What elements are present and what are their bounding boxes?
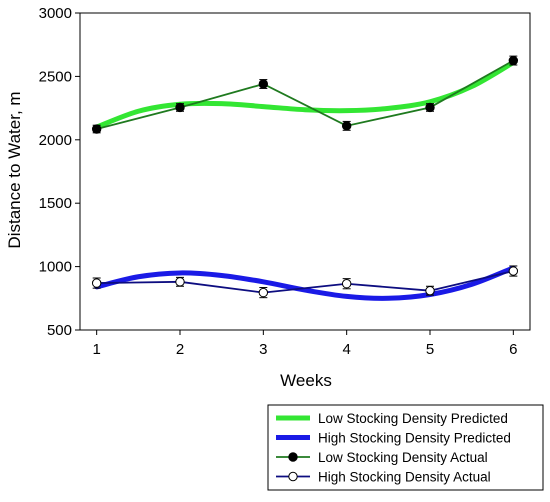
series-1 xyxy=(94,265,516,301)
y-tick-label: 2500 xyxy=(39,68,72,85)
data-point xyxy=(341,121,352,131)
x-tick-label: 4 xyxy=(342,341,350,358)
data-point xyxy=(258,79,269,89)
series-line xyxy=(94,59,516,130)
legend-label: Low Stocking Density Predicted xyxy=(318,411,508,426)
legend: Low Stocking Density Predicted High Stock… xyxy=(267,404,544,491)
axis-layer: 500 1000 1500 2000 2500 3000 1 2 3 4 5 6 xyxy=(39,5,531,358)
x-tick-label: 2 xyxy=(176,341,184,358)
series-2 xyxy=(91,55,519,134)
y-tick-label: 1000 xyxy=(39,259,72,276)
data-point xyxy=(508,266,519,276)
series-line xyxy=(96,270,514,294)
data-point xyxy=(175,102,185,113)
legend-box xyxy=(267,404,544,491)
legend-entry: Low Stocking Density Actual xyxy=(276,450,488,465)
data-point xyxy=(425,102,435,113)
y-axis-title: Distance to Water, m xyxy=(5,91,24,248)
series-layer xyxy=(91,55,519,301)
series-line xyxy=(94,265,516,301)
legend-marker xyxy=(288,471,298,482)
legend-label: High Stocking Density Predicted xyxy=(318,431,511,446)
legend-entry: High Stocking Density Actual xyxy=(276,470,491,485)
legend-marker xyxy=(288,452,298,462)
plot-frame xyxy=(79,12,531,331)
data-point xyxy=(91,124,102,134)
legend-label: Low Stocking Density Actual xyxy=(318,450,488,465)
y-tick-label: 2000 xyxy=(39,132,72,149)
y-tick-label: 1500 xyxy=(39,195,72,212)
series-0 xyxy=(94,59,516,130)
y-tick-label: 500 xyxy=(47,322,72,339)
series-3 xyxy=(91,265,519,299)
x-tick-label: 1 xyxy=(92,341,100,358)
y-tick-label: 3000 xyxy=(39,5,72,22)
series-line xyxy=(96,59,514,130)
x-tick-label: 5 xyxy=(426,341,434,358)
legend-entry: Low Stocking Density Predicted xyxy=(276,411,508,426)
legend-label: High Stocking Density Actual xyxy=(318,470,491,485)
x-tick-label: 3 xyxy=(259,341,267,358)
data-point xyxy=(175,277,185,287)
data-point xyxy=(91,278,102,288)
data-point xyxy=(258,287,269,298)
data-point xyxy=(425,285,435,296)
x-tick-label: 6 xyxy=(509,341,517,358)
legend-entry: High Stocking Density Predicted xyxy=(276,431,511,446)
x-axis-title: Weeks xyxy=(280,371,332,390)
data-point xyxy=(508,55,519,66)
data-point xyxy=(341,279,352,289)
